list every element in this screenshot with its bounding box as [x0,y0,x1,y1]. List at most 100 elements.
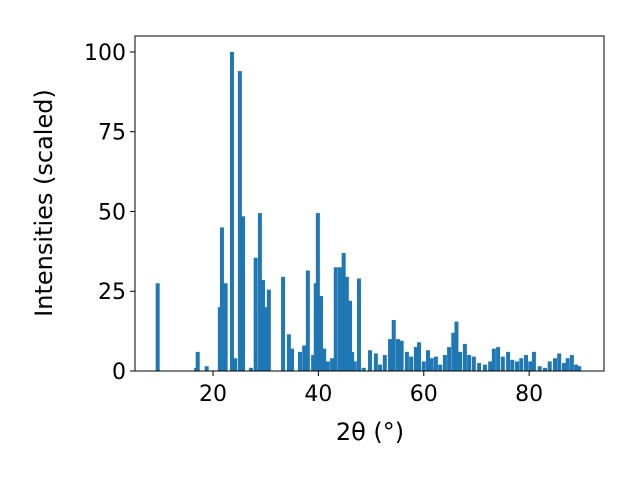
bar [506,351,511,371]
bar [219,227,224,371]
bar [425,350,430,371]
bar [229,51,234,371]
bar [537,366,542,371]
bar [442,355,447,371]
plot-area [155,51,582,371]
x-tick-label: 60 [410,382,438,407]
bar [429,358,434,371]
bar [217,307,222,371]
bar [500,356,505,371]
bar [404,351,409,371]
bar [315,213,320,371]
y-axis-label: Intensities (scaled) [30,89,58,317]
y-tick-label: 75 [98,121,126,146]
bar [257,213,262,371]
bar [248,367,253,371]
bar [496,347,501,371]
bar [565,358,570,371]
bar [286,334,291,371]
bar [547,361,552,371]
bar [409,356,414,371]
bar [557,353,562,371]
bar [253,257,258,371]
bar [552,358,557,371]
bar [378,364,383,371]
bar [195,351,200,371]
bar [341,252,346,371]
bar [266,289,271,371]
bar [451,332,456,371]
bar [350,351,355,371]
bar [311,355,316,371]
bar [348,300,353,371]
bar [313,283,318,371]
bar [155,283,160,371]
bar [356,278,361,371]
bar [413,347,418,371]
bar [395,339,400,371]
axes-frame [134,35,605,372]
y-tick-label: 100 [84,41,126,66]
bar [382,355,387,371]
bar [368,350,373,371]
bar [319,296,324,371]
bar [290,348,295,371]
bar [524,355,529,371]
bar [515,361,520,371]
bar [577,366,582,371]
bar [561,363,566,371]
bar [528,361,533,371]
bar [458,351,463,371]
bar [569,355,574,371]
y-tick-label: 25 [98,280,126,305]
bar [337,267,342,371]
bar [302,345,307,371]
bar [305,270,310,371]
bar [263,307,268,371]
x-tick-label: 20 [199,382,227,407]
bar [333,267,338,371]
bar [438,364,443,371]
bar [388,339,393,371]
bar [352,361,357,371]
bar [491,348,496,371]
bar [510,359,515,371]
bar [281,276,286,371]
bar [322,348,327,371]
bar [325,361,330,371]
y-tick-label: 0 [112,360,126,385]
bar [241,216,246,371]
bar [237,71,242,371]
bar [447,347,452,371]
bar [467,355,472,371]
bar [462,343,467,371]
bar [488,361,493,371]
bar [223,283,228,371]
x-tick-label: 40 [304,382,332,407]
bar [204,366,209,371]
bar [361,367,366,371]
x-tick-label: 80 [515,382,543,407]
y-tick-label: 50 [98,200,126,225]
bar [421,361,426,371]
bar [261,280,266,371]
bar [477,363,482,371]
bar [482,364,487,371]
bar [433,356,438,371]
bar [330,358,335,371]
bar [391,319,396,371]
bar [471,356,476,371]
bar [417,342,422,371]
bar [454,321,459,371]
bar [344,276,349,371]
bar [531,351,536,371]
bar [574,364,579,371]
bar [542,367,547,371]
bar [373,353,378,371]
bar [233,358,238,371]
bar [399,340,404,371]
bar [297,351,302,371]
bar [519,358,524,371]
